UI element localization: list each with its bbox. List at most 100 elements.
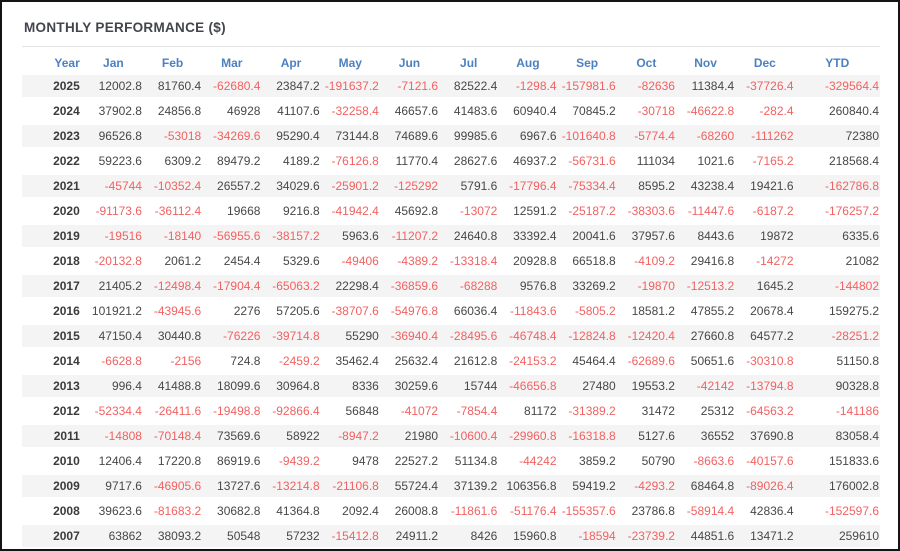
table-row-2022: 2022 59223.6 6309.2 89479.2 4189.2 -76126.8 11… — [22, 150, 880, 172]
cell-2017-nov: -12513.2 — [675, 275, 736, 297]
cell-2011-dec: 37690.8 — [735, 425, 795, 447]
table-row-2013: 2013 996.4 41488.8 18099.6 30964.8 8336 30259.… — [22, 375, 880, 397]
cell-2018-feb: 2061.2 — [164, 254, 202, 268]
cell-2010-jan: 12406.4 — [98, 454, 142, 468]
year-cell-2012: 2012 — [53, 404, 80, 418]
cell-2024-jul: 41483.6 — [453, 104, 498, 118]
cell-2011-oct: 5127.6 — [616, 425, 676, 447]
cell-2015-sep: -12824.8 — [557, 325, 617, 347]
cell-2013-mar: 18099.6 — [202, 375, 262, 397]
cell-2013-nov: -42142 — [675, 375, 736, 397]
cell-2025-feb: 81760.4 — [142, 75, 203, 97]
table-row-2019: 2019 -19516 -18140 -56955.6 -38157.2 5963.6 -1… — [22, 225, 880, 247]
cell-2007-jun: 24911.2 — [379, 525, 440, 547]
cell-2024-dec: -282.4 — [759, 104, 794, 118]
cell-2009-apr: -13214.8 — [261, 475, 321, 497]
cell-2022-mar: 89479.2 — [217, 154, 261, 168]
cell-2024-jun: 46657.6 — [394, 104, 439, 118]
cell-2020-may: -41942.4 — [331, 204, 379, 218]
column-header-feb: Feb — [161, 56, 184, 70]
cell-2025-may: -191637.2 — [320, 75, 380, 97]
cell-2018-apr: 5329.6 — [282, 254, 320, 268]
cell-2012-apr: -92866.4 — [272, 404, 320, 418]
cell-2018-ytd: 21082 — [845, 254, 879, 268]
cell-2010-sep: 3859.2 — [579, 454, 616, 468]
cell-2021-aug: -17796.4 — [498, 175, 558, 197]
cell-2023-oct: -5774.4 — [616, 125, 676, 147]
cell-2008-mar: 30682.8 — [217, 504, 261, 518]
column-header-jun: Jun — [398, 56, 421, 70]
year-cell-2024: 2024 — [53, 104, 80, 118]
cell-2009-oct: -4293.2 — [616, 475, 676, 497]
column-header-oct: Oct — [636, 56, 657, 70]
cell-2020-dec: -6187.2 — [752, 204, 794, 218]
cell-2011-jul: -10600.4 — [439, 425, 499, 447]
column-header-aug: Aug — [516, 56, 540, 70]
cell-2024-sep: 70845.2 — [572, 104, 616, 118]
cell-2019-sep: 20041.6 — [557, 225, 617, 247]
table-row-2017: 2017 21405.2 -12498.4 -17904.4 -65063.2 22298… — [22, 275, 880, 297]
cell-2021-apr: 34029.6 — [261, 175, 321, 197]
column-header-apr: Apr — [280, 56, 302, 70]
cell-2008-dec: 42836.4 — [750, 504, 794, 518]
table-row-2012: 2012 -52334.4 -26411.6 -19498.8 -92866.4 5684… — [22, 400, 880, 422]
cell-2020-sep: -25187.2 — [568, 204, 616, 218]
cell-2012-feb: -26411.6 — [154, 404, 202, 418]
cell-2023-sep: -101640.8 — [557, 125, 617, 147]
cell-2017-mar: -17904.4 — [202, 275, 262, 297]
year-cell-2013: 2013 — [22, 375, 84, 397]
column-header-dec: Dec — [753, 56, 776, 70]
cell-2015-jan: 47150.4 — [83, 325, 143, 347]
cell-2015-apr: -39714.8 — [261, 325, 321, 347]
year-cell-2019: 2019 — [22, 225, 84, 247]
cell-2015-dec: 64577.2 — [735, 325, 795, 347]
cell-2023-jan: 96526.8 — [83, 125, 143, 147]
cell-2018-dec: -14272 — [756, 254, 794, 268]
cell-2011-mar: 73569.6 — [202, 425, 262, 447]
cell-2018-oct: -4109.2 — [634, 254, 675, 268]
table-row-2020: 2020 -91173.6 -36112.4 19668 9216.8 -41942.4 4… — [22, 200, 880, 222]
cell-2023-ytd: 72380 — [794, 125, 880, 147]
cell-2011-ytd: 83058.4 — [794, 425, 880, 447]
cell-2014-ytd: 51150.8 — [836, 354, 880, 368]
cell-2017-jun: -36859.6 — [379, 275, 440, 297]
cell-2020-apr: 9216.8 — [282, 204, 320, 218]
cell-2020-jul: -13072 — [459, 204, 498, 218]
year-cell-2017: 2017 — [22, 275, 84, 297]
cell-2014-nov: 50651.6 — [690, 354, 735, 368]
cell-2013-oct: 19553.2 — [616, 375, 676, 397]
cell-2012-jun: -41072 — [400, 404, 439, 418]
cell-2012-aug: 81172 — [524, 404, 557, 418]
table-row-2021: 2021 -45744 -10352.4 26557.2 34029.6 -25901.2… — [22, 175, 880, 197]
cell-2007-sep: -18594 — [557, 525, 617, 547]
cell-2007-ytd: 259610 — [794, 525, 880, 547]
cell-2018-may: -49406 — [341, 254, 379, 268]
cell-2022-ytd: 218568.4 — [828, 154, 879, 168]
cell-2007-dec: 13471.2 — [735, 525, 795, 547]
cell-2009-ytd: 176002.8 — [794, 475, 880, 497]
cell-2022-jan: 59223.6 — [98, 154, 142, 168]
year-cell-2023: 2023 — [22, 125, 84, 147]
cell-2025-nov: 11384.4 — [675, 75, 736, 97]
table-header: Year Jan Feb Mar Apr May Jun Jul Aug Sep Oct Nov Dec… — [22, 51, 880, 72]
cell-2023-jul: 99985.6 — [439, 125, 499, 147]
cell-2014-mar: 724.8 — [230, 354, 261, 368]
cell-2024-oct: -30718 — [637, 104, 675, 118]
table-row-2023: 2023 96526.8 -53018 -34269.6 95290.4 73144.8 7… — [22, 125, 880, 147]
cell-2009-dec: -89026.4 — [735, 475, 795, 497]
cell-2008-may: 2092.4 — [342, 504, 379, 518]
table-row-2010: 2010 12406.4 17220.8 86919.6 -9439.2 9478 2252… — [22, 450, 880, 472]
cell-2011-jun: 21980 — [379, 425, 440, 447]
cell-2012-may: 56848 — [345, 404, 379, 418]
cell-2012-jul: -7854.4 — [456, 404, 498, 418]
cell-2011-nov: 36552 — [675, 425, 736, 447]
cell-2020-feb: -36112.4 — [154, 204, 202, 218]
cell-2017-dec: 1645.2 — [735, 275, 795, 297]
year-cell-2018: 2018 — [53, 254, 80, 268]
cell-2022-oct: 111034 — [636, 154, 675, 168]
year-cell-2007: 2007 — [22, 525, 84, 547]
table-row-2025: 2025 12002.8 81760.4 -62680.4 23847.2 -191637… — [22, 75, 880, 97]
cell-2024-aug: 60940.4 — [513, 104, 557, 118]
